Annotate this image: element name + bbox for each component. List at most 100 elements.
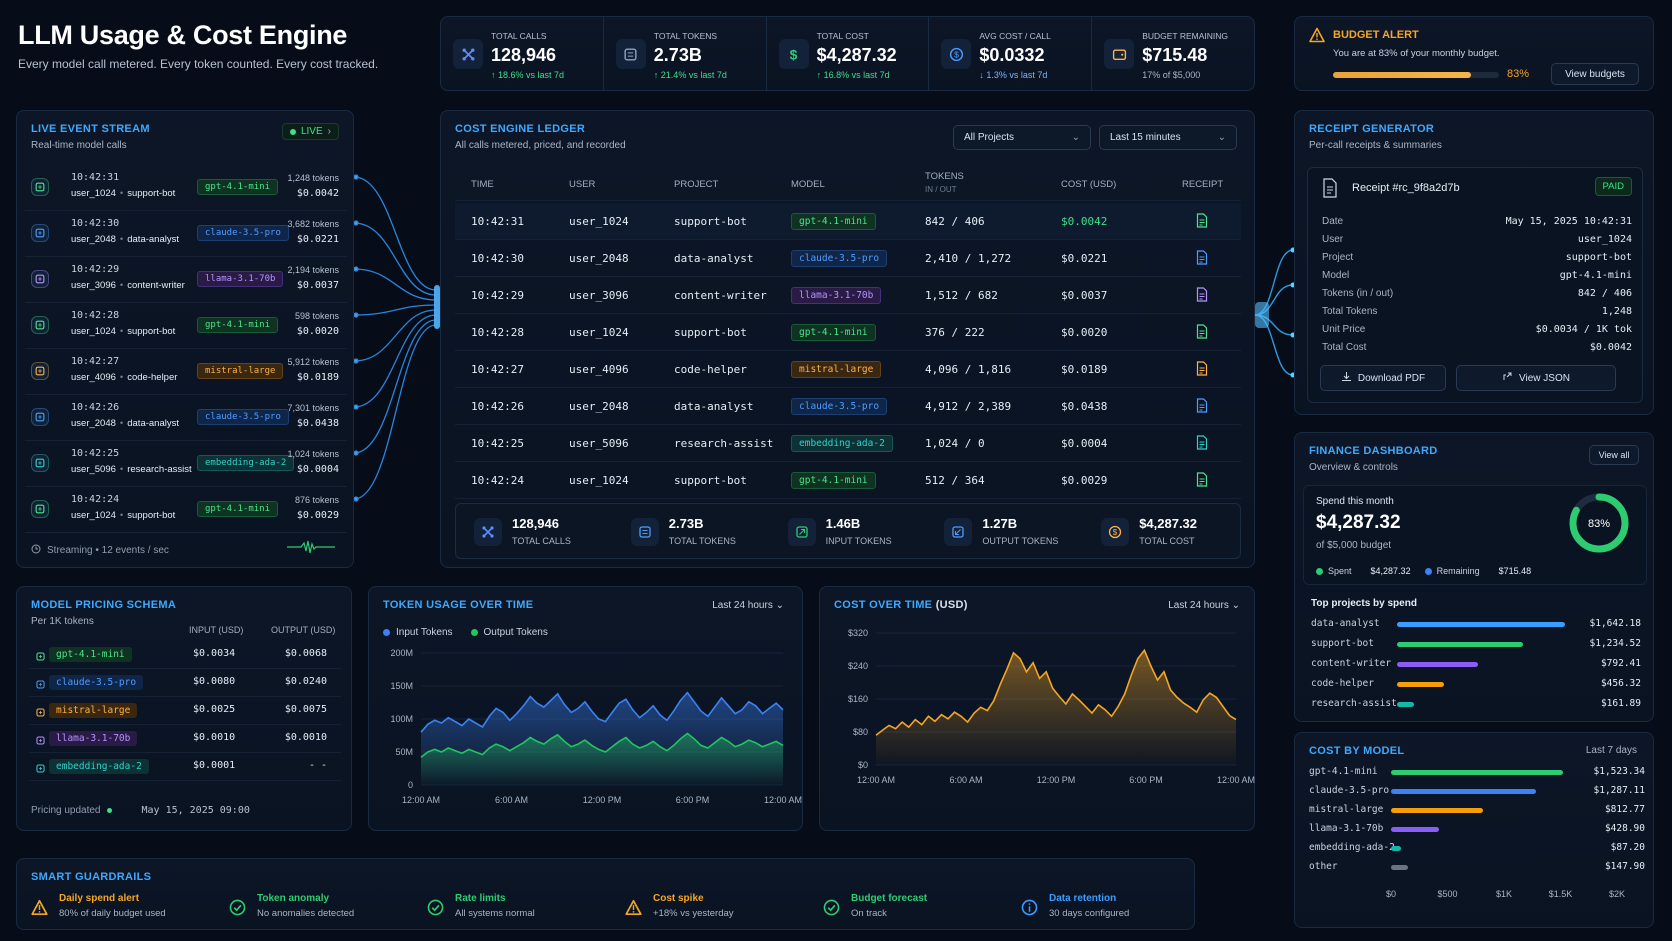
project-spend-row[interactable]: content-writer $792.41: [1311, 655, 1641, 675]
price-output: - -: [308, 760, 327, 771]
table-row[interactable]: 10:42:29 user_3096 content-writer llama-3.1…: [455, 277, 1241, 314]
cell-time: 10:42:28: [471, 326, 524, 339]
project-spend-row[interactable]: support-bot $1,234.52: [1311, 635, 1641, 655]
stream-event[interactable]: 10:42:27 user_4096 • code-helper mistral-lar…: [25, 349, 347, 395]
project-filter-dropdown[interactable]: All Projects ⌄: [953, 125, 1091, 150]
token-range-dropdown[interactable]: Last 24 hours ⌄: [712, 600, 784, 611]
model-cost-row[interactable]: mistral-large $812.77: [1309, 801, 1645, 820]
cell-user: user_2048: [569, 400, 629, 413]
kpi-label: AVG COST / CALL: [979, 31, 1051, 41]
table-row[interactable]: 10:42:26 user_2048 data-analyst claude-3.5-…: [455, 388, 1241, 425]
ledger-title: COST ENGINE LEDGER: [455, 123, 586, 135]
receipt-doc-icon[interactable]: [1196, 398, 1208, 416]
guardrail-item[interactable]: Daily spend alert 80% of daily budget use…: [31, 893, 221, 925]
cost-engine-ledger-panel: COST ENGINE LEDGER All calls metered, pr…: [440, 110, 1255, 568]
model-cost-value: $812.77: [1604, 804, 1645, 815]
project-spend-row[interactable]: research-assist $161.89: [1311, 695, 1641, 715]
model-tag: claude-3.5-pro: [197, 409, 289, 425]
pricing-row[interactable]: claude-3.5-pro $0.0080 $0.0240: [29, 669, 341, 697]
model-icon: [35, 733, 46, 751]
cell-user: user_2048: [569, 252, 629, 265]
pricing-row[interactable]: mistral-large $0.0025 $0.0075: [29, 697, 341, 725]
receipt-doc-icon[interactable]: [1196, 324, 1208, 342]
model-cost-row[interactable]: claude-3.5-pro $1,287.11: [1309, 782, 1645, 801]
model-cost-row[interactable]: llama-3.1-70b $428.90: [1309, 820, 1645, 839]
pricing-row[interactable]: llama-3.1-70b $0.0010 $0.0010: [29, 725, 341, 753]
model-cost-row[interactable]: gpt-4.1-mini $1,523.34: [1309, 763, 1645, 782]
stream-event[interactable]: 10:42:28 user_1024 • support-bot gpt-4.1-min…: [25, 303, 347, 349]
event-cost: $0.0029: [296, 510, 339, 521]
table-row[interactable]: 10:42:25 user_5096 research-assist embeddin…: [455, 425, 1241, 462]
event-tokens: 1,248 tokens: [287, 173, 339, 183]
event-cost: $0.0004: [296, 464, 339, 475]
view-budgets-button[interactable]: View budgets: [1551, 63, 1639, 85]
receipt-field: Project support-bot: [1322, 250, 1632, 268]
kpi-card: TOTAL TOKENS 2.73B ↑ 21.4% vs last 7d: [604, 17, 767, 90]
cost-range-dropdown[interactable]: Last 24 hours ⌄: [1168, 600, 1240, 611]
guardrail-item[interactable]: Budget forecast On track: [823, 893, 1013, 925]
cell-cost: $0.0221: [1061, 252, 1108, 265]
table-row[interactable]: 10:42:31 user_1024 support-bot gpt-4.1-mini…: [455, 203, 1241, 240]
kpi-delta: ↓ 1.3% vs last 7d: [979, 70, 1048, 80]
kpi-card: BUDGET REMAINING $715.48 17% of $5,000: [1092, 17, 1254, 90]
live-badge[interactable]: LIVE ›: [281, 123, 339, 140]
receipt-field: User user_1024: [1322, 232, 1632, 250]
pricing-subtitle: Per 1K tokens: [31, 616, 94, 627]
price-output: $0.0010: [284, 732, 327, 743]
legend-item: Spent $4,287.32: [1316, 566, 1411, 576]
receipt-doc-icon[interactable]: [1196, 435, 1208, 453]
total-label: TOTAL TOKENS: [668, 536, 736, 546]
info-icon: [1021, 899, 1038, 921]
stream-event[interactable]: 10:42:24 user_1024 • support-bot gpt-4.1-min…: [25, 487, 347, 533]
stream-event[interactable]: 10:42:31 user_1024 • support-bot gpt-4.1-min…: [25, 165, 347, 211]
guardrail-item[interactable]: Cost spike +18% vs yesterday: [625, 893, 815, 925]
connector-line: [354, 319, 437, 454]
time-filter-dropdown[interactable]: Last 15 minutes ⌄: [1099, 125, 1237, 150]
project-spend-row[interactable]: data-analyst $1,642.18: [1311, 615, 1641, 635]
receipt-doc-icon[interactable]: [1196, 250, 1208, 268]
cell-project: content-writer: [674, 289, 767, 302]
download-pdf-button[interactable]: Download PDF: [1320, 365, 1446, 391]
stream-event[interactable]: 10:42:26 user_2048 • data-analyst claude-3.5…: [25, 395, 347, 441]
price-input: $0.0001: [193, 760, 236, 771]
guardrail-item[interactable]: Data retention 30 days configured: [1021, 893, 1211, 925]
guardrail-item[interactable]: Token anomaly No anomalies detected: [229, 893, 419, 925]
total-value: $4,287.32: [1139, 516, 1198, 531]
axis-tick-label: $1K: [1495, 889, 1513, 899]
spend-label: Spend this month: [1316, 496, 1394, 507]
model-cost-row[interactable]: other $147.90: [1309, 858, 1645, 877]
price-output: $0.0068: [284, 648, 327, 659]
table-row[interactable]: 10:42:24 user_1024 support-bot gpt-4.1-mini…: [455, 462, 1241, 499]
project-bar: [1397, 682, 1444, 687]
stream-footer: Streaming • 12 events / sec: [31, 544, 169, 557]
cell-time: 10:42:25: [471, 437, 524, 450]
event-time: 10:42:28: [71, 310, 120, 321]
view-all-button[interactable]: View all: [1589, 445, 1639, 465]
stream-event[interactable]: 10:42:25 user_5096 • research-assist embeddi…: [25, 441, 347, 487]
pricing-row[interactable]: embedding-ada-2 $0.0001 - -: [29, 753, 341, 781]
model-icon: [31, 362, 49, 380]
view-json-button[interactable]: View JSON: [1456, 365, 1616, 391]
stream-event[interactable]: 10:42:30 user_2048 • data-analyst claude-3.5…: [25, 211, 347, 257]
ledger-total: 2.73B TOTAL TOKENS: [613, 504, 770, 558]
event-user: user_1024 • support-bot: [71, 188, 176, 199]
project-spend-row[interactable]: code-helper $456.32: [1311, 675, 1641, 695]
finance-title: FINANCE DASHBOARD: [1309, 445, 1438, 457]
pricing-row[interactable]: gpt-4.1-mini $0.0034 $0.0068: [29, 641, 341, 669]
model-tag: llama-3.1-70b: [197, 271, 284, 287]
stream-event[interactable]: 10:42:29 user_3096 • content-writer llama-3.…: [25, 257, 347, 303]
table-row[interactable]: 10:42:28 user_1024 support-bot gpt-4.1-mini…: [455, 314, 1241, 351]
table-row[interactable]: 10:42:27 user_4096 code-helper mistral-larg…: [455, 351, 1241, 388]
table-row[interactable]: 10:42:30 user_2048 data-analyst claude-3.5-…: [455, 240, 1241, 277]
guardrail-item[interactable]: Rate limits All systems normal: [427, 893, 617, 925]
receipt-doc-icon[interactable]: [1196, 287, 1208, 305]
x-tick-label: 12:00 AM: [857, 775, 895, 785]
y-tick-label: 50M: [395, 747, 413, 757]
receipt-doc-icon[interactable]: [1196, 472, 1208, 490]
x-tick-label: 12:00 PM: [583, 795, 622, 805]
connector-dot: [354, 450, 359, 456]
model-cost-row[interactable]: embedding-ada-2 $87.20: [1309, 839, 1645, 858]
output-icon: [944, 518, 973, 546]
receipt-doc-icon[interactable]: [1196, 213, 1208, 231]
receipt-doc-icon[interactable]: [1196, 361, 1208, 379]
